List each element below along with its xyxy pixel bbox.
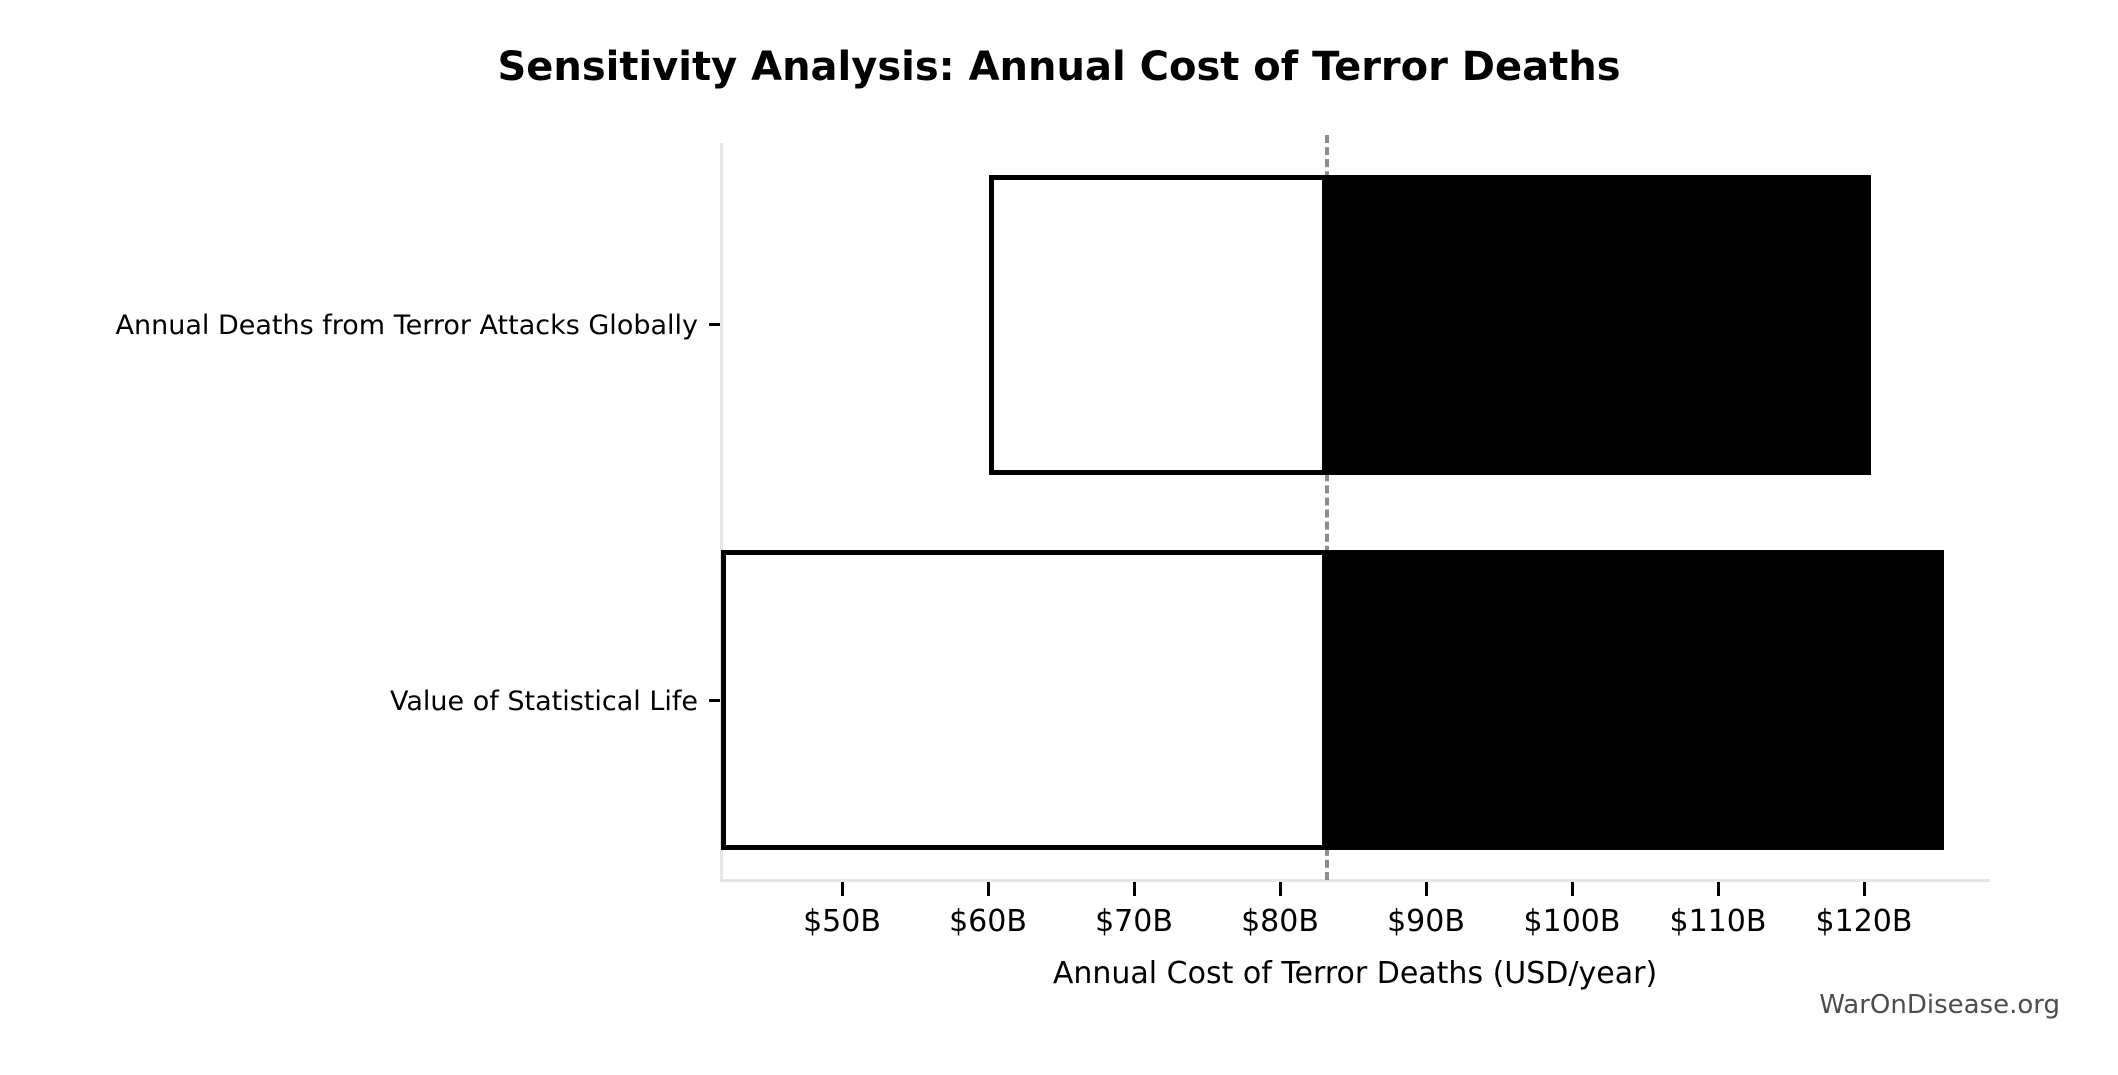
x-tick-label-4: $90B xyxy=(1387,904,1465,939)
x-tick-label-6: $110B xyxy=(1669,904,1767,939)
y-axis-spine xyxy=(720,143,723,882)
x-tick-5 xyxy=(1571,882,1574,896)
y-tick-label-value-statistical-life: Value of Statistical Life xyxy=(390,686,698,717)
chart-title: Sensitivity Analysis: Annual Cost of Ter… xyxy=(497,44,1621,90)
x-tick-label-3: $80B xyxy=(1241,904,1319,939)
attribution-watermark: WarOnDisease.org xyxy=(1819,990,2060,1020)
x-tick-3 xyxy=(1279,882,1282,896)
bar-low-value-statistical-life[interactable] xyxy=(721,550,1327,850)
x-tick-7 xyxy=(1863,882,1866,896)
x-tick-2 xyxy=(1133,882,1136,896)
x-tick-label-7: $120B xyxy=(1815,904,1913,939)
x-axis-spine xyxy=(720,879,1990,882)
bar-low-annual-deaths[interactable] xyxy=(989,175,1327,475)
y-tick-value-statistical-life xyxy=(709,699,720,702)
x-axis-title: Annual Cost of Terror Deaths (USD/year) xyxy=(1052,956,1658,991)
plot-area xyxy=(709,135,1990,896)
bar-high-value-statistical-life[interactable] xyxy=(1325,550,1944,850)
x-tick-label-2: $70B xyxy=(1095,904,1173,939)
y-tick-label-annual-deaths: Annual Deaths from Terror Attacks Global… xyxy=(115,310,698,341)
x-tick-label-1: $60B xyxy=(949,904,1027,939)
x-tick-0 xyxy=(841,882,844,896)
x-tick-4 xyxy=(1425,882,1428,896)
x-tick-1 xyxy=(987,882,990,896)
bar-high-annual-deaths[interactable] xyxy=(1325,175,1871,475)
x-tick-label-0: $50B xyxy=(803,904,881,939)
x-tick-6 xyxy=(1717,882,1720,896)
x-tick-label-5: $100B xyxy=(1523,904,1621,939)
baseline-reference-line xyxy=(1325,135,1329,880)
y-tick-annual-deaths xyxy=(709,323,720,326)
